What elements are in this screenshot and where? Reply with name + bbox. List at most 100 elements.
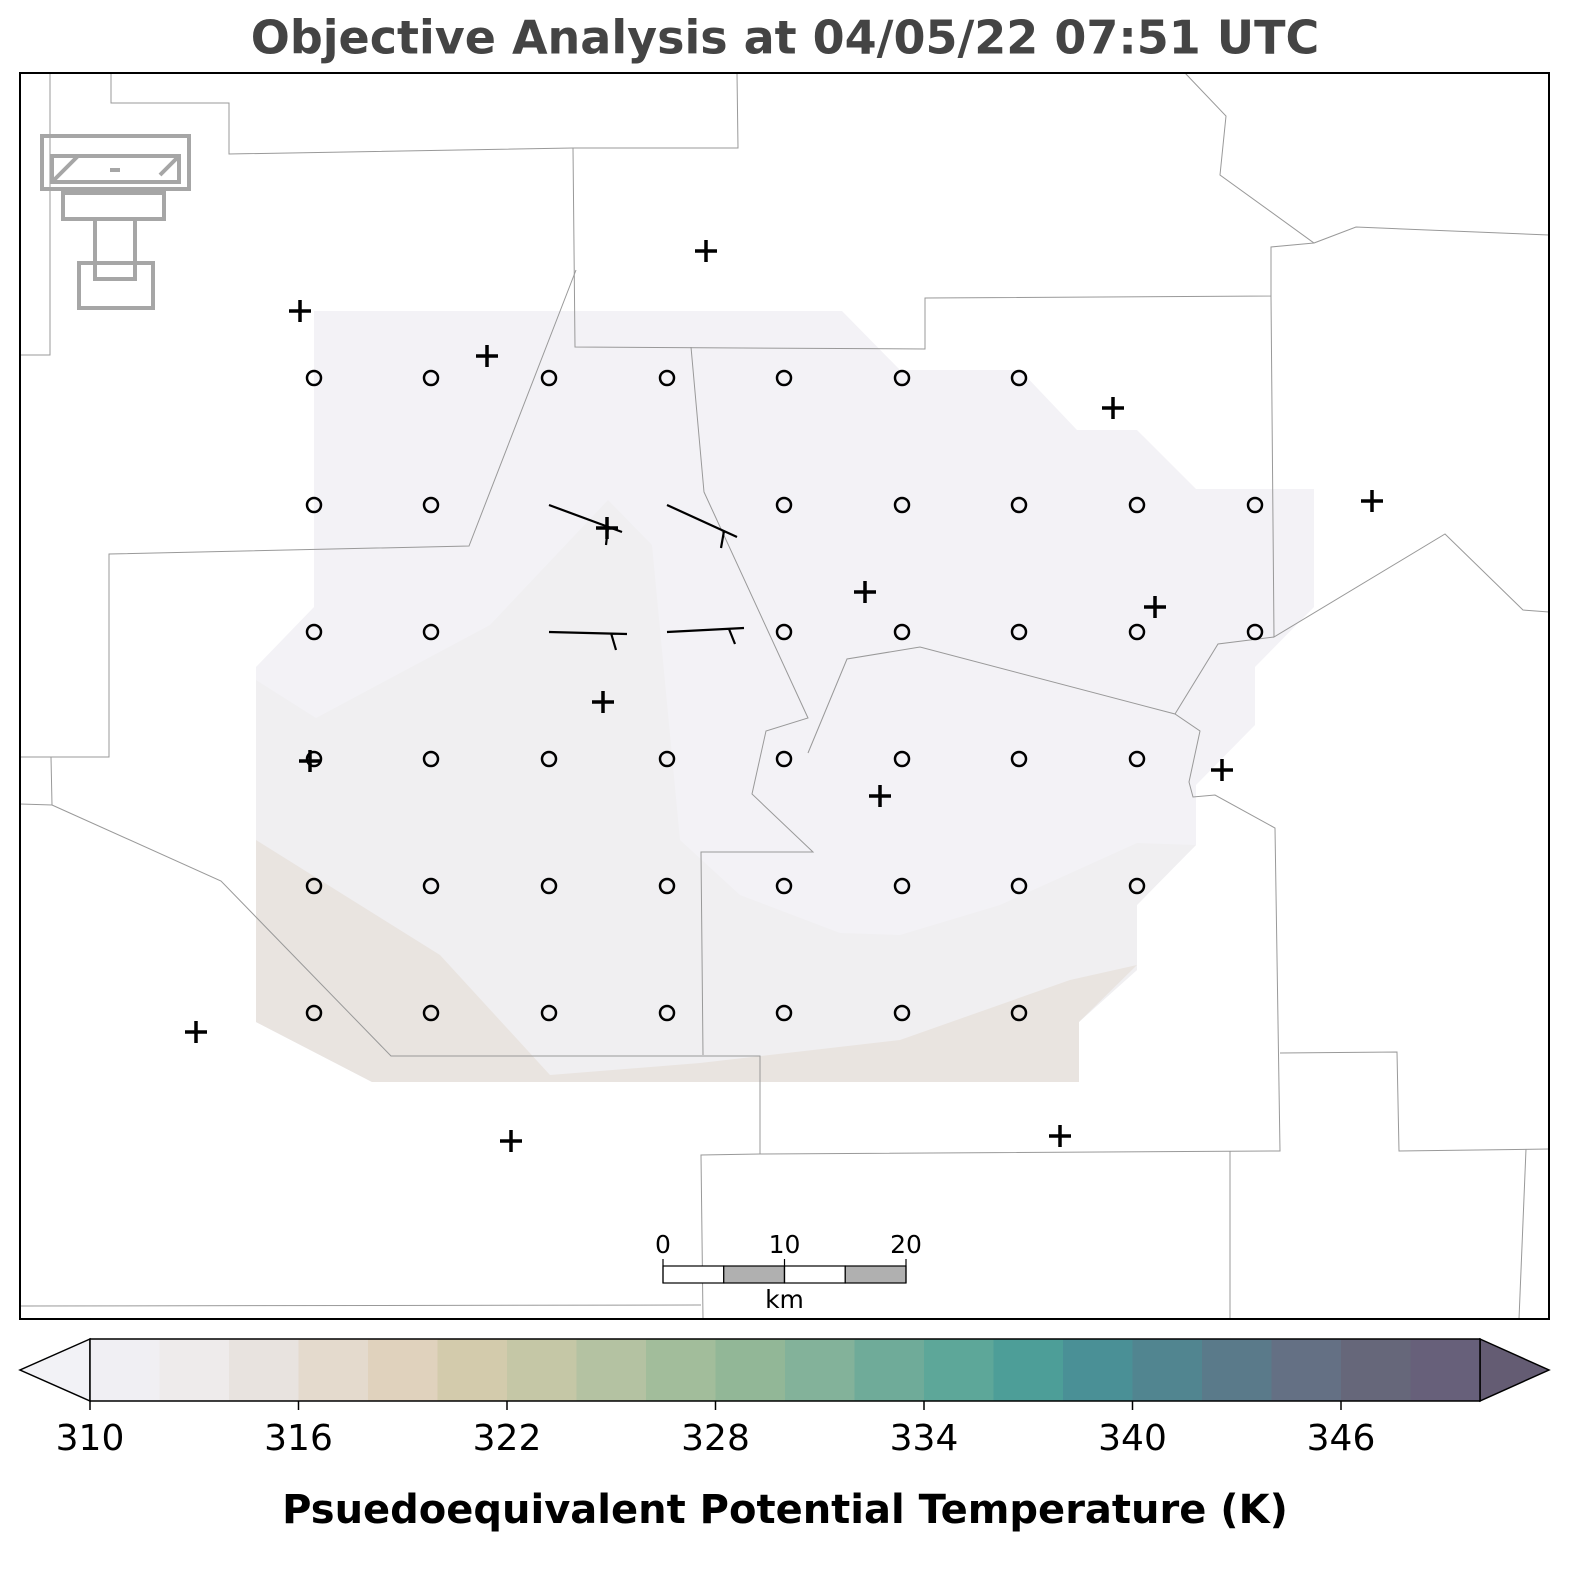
grid-point bbox=[1128, 750, 1146, 768]
station bbox=[185, 1021, 207, 1043]
colorbar-segment bbox=[1410, 1339, 1480, 1401]
title: Objective Analysis at 04/05/22 07:51 UTC bbox=[251, 11, 1320, 65]
grid-point bbox=[658, 1004, 676, 1022]
colorbar-segment bbox=[576, 1339, 646, 1401]
grid-point bbox=[422, 369, 440, 387]
grid-point bbox=[422, 496, 440, 514]
colorbar-segment bbox=[159, 1339, 229, 1401]
wind-barb bbox=[548, 630, 628, 651]
grid-point bbox=[1128, 496, 1146, 514]
colorbar-tick-label: 310 bbox=[56, 1418, 125, 1459]
scale-bar-label: 0 bbox=[655, 1230, 671, 1259]
contour-fill bbox=[256, 500, 1196, 1082]
scale-bar: 0 10 20 km bbox=[655, 1230, 922, 1314]
colorbar-segment bbox=[1271, 1339, 1341, 1401]
grid-point bbox=[1010, 877, 1028, 895]
logo bbox=[40, 134, 191, 310]
grid-point bbox=[658, 369, 676, 387]
colorbar-frame bbox=[89, 1338, 1481, 1402]
colorbar-segment bbox=[1341, 1339, 1411, 1401]
county-lines bbox=[19, 72, 1550, 1320]
grid-point bbox=[775, 369, 793, 387]
station bbox=[289, 300, 311, 322]
scale-bar-segment bbox=[723, 1265, 786, 1284]
grid-point bbox=[775, 623, 793, 641]
grid-point bbox=[658, 750, 676, 768]
colorbar-segment bbox=[924, 1339, 994, 1401]
grid-point bbox=[1246, 496, 1264, 514]
station bbox=[854, 581, 876, 603]
colorbar-segment bbox=[1202, 1339, 1272, 1401]
contour-fill bbox=[256, 840, 1137, 1082]
colorbar-segment bbox=[854, 1339, 924, 1401]
station bbox=[869, 785, 891, 807]
grid-point bbox=[422, 750, 440, 768]
map: 0 10 20 km bbox=[19, 72, 1550, 1320]
grid-point bbox=[540, 750, 558, 768]
station bbox=[695, 240, 717, 262]
grid-point bbox=[775, 496, 793, 514]
grid-point bbox=[658, 877, 676, 895]
grid-point bbox=[1010, 369, 1028, 387]
station bbox=[476, 345, 498, 367]
grid-point bbox=[893, 877, 911, 895]
grid-point bbox=[893, 369, 911, 387]
grid-point bbox=[422, 1004, 440, 1022]
grid-point bbox=[1010, 1004, 1028, 1022]
grid-point bbox=[1010, 750, 1028, 768]
stations bbox=[185, 240, 1383, 1152]
station bbox=[1144, 596, 1166, 618]
wind-barbs bbox=[548, 503, 745, 651]
colorbar-segment bbox=[646, 1339, 716, 1401]
colorbar-tick-label: 340 bbox=[1098, 1418, 1167, 1459]
colorbar-segment bbox=[1132, 1339, 1202, 1401]
grid-point bbox=[1010, 496, 1028, 514]
colorbar-tick-label: 322 bbox=[473, 1418, 542, 1459]
wind-barb bbox=[548, 503, 623, 546]
grid-point bbox=[1246, 623, 1264, 641]
grid-point bbox=[305, 877, 323, 895]
grid-point bbox=[540, 369, 558, 387]
grid-point bbox=[775, 750, 793, 768]
grid-point bbox=[775, 877, 793, 895]
station bbox=[299, 750, 321, 772]
colorbar-tick-label: 334 bbox=[890, 1418, 959, 1459]
colorbar-segment bbox=[368, 1339, 438, 1401]
grid-point bbox=[305, 496, 323, 514]
grid-point bbox=[893, 623, 911, 641]
grid-point bbox=[305, 623, 323, 641]
colorbar-segment bbox=[1063, 1339, 1133, 1401]
colorbar-segment bbox=[993, 1339, 1063, 1401]
grid-point bbox=[893, 496, 911, 514]
colorbar-tick-label: 346 bbox=[1307, 1418, 1376, 1459]
wind-barb bbox=[666, 503, 738, 549]
colorbar-label: Psuedoequivalent Potential Temperature (… bbox=[282, 1487, 1288, 1533]
colorbar-segment bbox=[715, 1339, 785, 1401]
grid-point bbox=[422, 877, 440, 895]
colorbar-segment bbox=[90, 1339, 160, 1401]
scale-bar-unit: km bbox=[765, 1285, 804, 1314]
grid-point bbox=[1010, 623, 1028, 641]
colorbar-segment bbox=[298, 1339, 368, 1401]
map-frame bbox=[19, 72, 1550, 1320]
analysis-grid bbox=[305, 369, 1264, 1022]
scale-bar-segment bbox=[662, 1265, 725, 1284]
colorbar-tick-label: 316 bbox=[264, 1418, 333, 1459]
station bbox=[1211, 759, 1233, 781]
grid-point bbox=[305, 1004, 323, 1022]
colorbar-segment bbox=[507, 1339, 577, 1401]
colorbar-tick-label: 328 bbox=[681, 1418, 750, 1459]
grid-point bbox=[540, 877, 558, 895]
grid-point bbox=[893, 1004, 911, 1022]
grid-point bbox=[893, 750, 911, 768]
grid-point bbox=[305, 750, 323, 768]
grid-point bbox=[775, 1004, 793, 1022]
colorbar-segment bbox=[785, 1339, 855, 1401]
station bbox=[1102, 397, 1124, 419]
grid-point bbox=[305, 369, 323, 387]
colorbar-extend-high bbox=[1479, 1337, 1551, 1403]
colorbar: Psuedoequivalent Potential Temperature (… bbox=[18, 1337, 1551, 1533]
grid-point bbox=[422, 623, 440, 641]
station bbox=[1049, 1125, 1071, 1147]
